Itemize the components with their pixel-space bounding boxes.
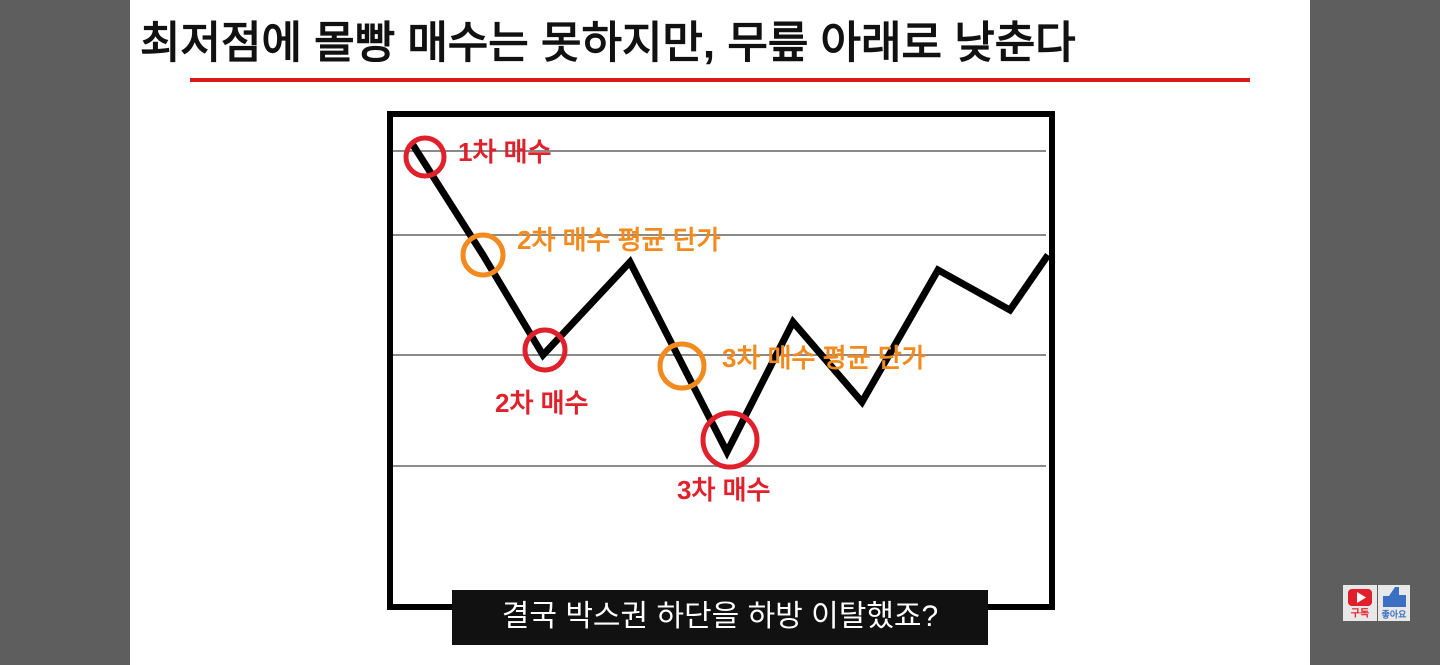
label: 1차 매수: [458, 137, 551, 167]
title-underline: [190, 78, 1250, 82]
label: 3차 매수: [677, 475, 770, 505]
play-triangle: [1357, 592, 1366, 603]
average-marker: [460, 232, 506, 278]
slide: [130, 0, 1310, 665]
labels: 1차 매수 2차 매수 평균 단가 2차 매수 3차 매수 평균 단가 3차 매…: [458, 137, 926, 505]
label: 2차 매수: [495, 388, 588, 418]
subscribe-label: 구독: [1351, 608, 1369, 620]
buy-marker: [700, 410, 760, 470]
average-marker: [657, 341, 707, 391]
label: 3차 매수 평균 단가: [722, 343, 926, 373]
overlay-buttons: 구독 좋아요: [1343, 585, 1410, 621]
buy-marker: [403, 135, 447, 179]
like-label: 좋아요: [1382, 608, 1408, 619]
thumb-icon: [1383, 587, 1406, 607]
price-line: [410, 143, 1051, 460]
buy-marker: [522, 327, 568, 373]
caption: 결국 박스권 하단을 하방 이탈했죠?: [502, 600, 938, 633]
label: 2차 매수 평균 단가: [517, 225, 721, 255]
diagram: 1차 매수 2차 매수 평균 단가 2차 매수 3차 매수 평균 단가 3차 매…: [387, 111, 1055, 610]
caption-box: [452, 590, 988, 645]
title: 최저점에 몰빵 매수는 못하지만, 무릎 아래로 낮춘다: [140, 19, 1076, 68]
